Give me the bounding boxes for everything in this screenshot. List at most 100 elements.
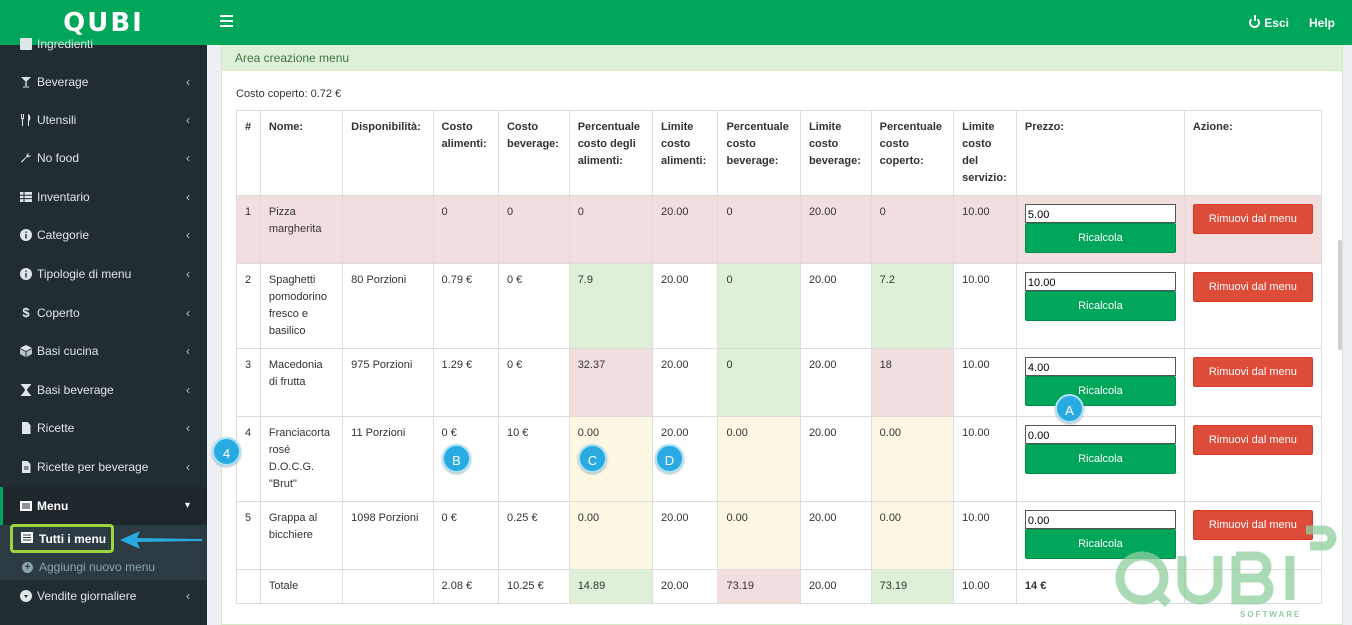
info-icon: [20, 229, 32, 241]
cell-limite-alimenti: 20.00: [652, 501, 719, 570]
sidebar-item-coperto[interactable]: $ Coperto ‹: [0, 294, 207, 332]
remove-from-menu-button[interactable]: Rimuovi dal menu: [1192, 357, 1313, 387]
price-input[interactable]: [1024, 357, 1176, 376]
cell-num: 1: [236, 195, 261, 264]
logout-link[interactable]: Esci: [1239, 15, 1299, 30]
ricalcola-button[interactable]: Ricalcola: [1024, 444, 1176, 474]
cell-nome: Franciacorta rosé D.O.C.G. "Brut": [259, 416, 344, 502]
cell-limite-servizio: 10.00: [953, 416, 1017, 502]
price-input[interactable]: [1024, 204, 1176, 223]
ricalcola-button[interactable]: Ricalcola: [1024, 529, 1176, 559]
sidebar-item-basi-cucina[interactable]: Basi cucina ‹: [0, 332, 207, 370]
cell-perc-beverage: 0.00: [717, 501, 801, 570]
cell-limite-beverage: 20.00: [799, 569, 872, 604]
sidebar-item-label: Beverage: [37, 75, 89, 89]
sidebar-item-basi-beverage[interactable]: Basi beverage ‹: [0, 371, 207, 409]
table-header-row: # Nome: Disponibilità: Costo alimenti: C…: [236, 110, 1323, 196]
table-total-row: Totale 2.08 € 10.25 € 14.89 20.00 73.19 …: [236, 569, 1323, 604]
sidebar-toggle-icon[interactable]: [220, 15, 233, 27]
remove-from-menu-button[interactable]: Rimuovi dal menu: [1192, 204, 1313, 234]
col-header: Percentuale costo beverage:: [717, 110, 801, 196]
remove-from-menu-button[interactable]: Rimuovi dal menu: [1192, 510, 1313, 540]
cell-num: 5: [236, 501, 261, 570]
table-row: 2 Spaghetti pomodorino fresco e basilico…: [236, 263, 1323, 349]
cell-perc-beverage: 73.19: [717, 569, 801, 604]
submenu-item-aggiungi-nuovo-menu[interactable]: + Aggiungi nuovo menu: [0, 556, 207, 578]
cell-limite-servizio: 10.00: [953, 348, 1017, 417]
chevron-left-icon: ‹: [186, 190, 190, 204]
remove-from-menu-button[interactable]: Rimuovi dal menu: [1192, 425, 1313, 455]
cell-perc-alimenti: 7.9: [568, 263, 654, 349]
sidebar-item-label: Basi cucina: [37, 344, 99, 358]
sidebar-item-ricette[interactable]: Ricette ‹: [0, 409, 207, 447]
sidebar-item-ricette-per-beverage[interactable]: Ricette per beverage ‹: [0, 448, 207, 486]
sidebar-item-ingredienti[interactable]: Ingredienti: [0, 25, 207, 63]
file-icon: [20, 461, 32, 473]
cell-perc-alimenti: 0: [568, 195, 654, 264]
sidebar-item-utensili[interactable]: Utensili ‹: [0, 101, 207, 139]
cell-prezzo: Ricalcola: [1015, 501, 1185, 570]
submenu-item-label: Aggiungi nuovo menu: [39, 560, 156, 574]
chevron-left-icon: ‹: [186, 344, 190, 358]
top-nav-links: Esci Help: [1239, 0, 1352, 45]
sidebar-item-label: Inventario: [37, 190, 90, 204]
cell-azione: Rimuovi dal menu: [1183, 416, 1323, 502]
cell-prezzo: Ricalcola: [1015, 416, 1185, 502]
cell-limite-servizio: 10.00: [953, 501, 1017, 570]
price-input[interactable]: [1024, 425, 1176, 444]
wrench-icon: [20, 152, 32, 164]
brand-name: QUBI: [63, 7, 144, 38]
remove-from-menu-button[interactable]: Rimuovi dal menu: [1192, 272, 1313, 302]
col-header: Limite costo del servizio:: [953, 110, 1017, 196]
sidebar-item-inventario[interactable]: Inventario ‹: [0, 178, 207, 216]
cell-nome: Macedonia di frutta: [259, 348, 344, 417]
table-row: 5 Grappa al bicchiere 1098 Porzioni 0 € …: [236, 501, 1323, 570]
chevron-left-icon: ‹: [186, 151, 190, 165]
sidebar-item-menu[interactable]: Menu ▾: [0, 487, 207, 525]
cell-disponibilita: 1098 Porzioni: [342, 501, 434, 570]
sidebar-item-label: Categorie: [37, 228, 90, 242]
cell-azione: [1183, 569, 1323, 604]
logout-label: Esci: [1264, 15, 1289, 30]
cell-num: 3: [236, 348, 261, 417]
callout-arrow-icon: [120, 531, 202, 549]
price-input[interactable]: [1024, 510, 1176, 529]
brand-logo[interactable]: QUBI: [0, 0, 207, 45]
cell-perc-coperto: 0.00: [870, 501, 955, 570]
sidebar-item-label: Ricette: [37, 421, 75, 435]
col-header: Nome:: [259, 110, 344, 196]
col-header: Percentuale costo degli alimenti:: [568, 110, 654, 196]
file-icon: [20, 422, 32, 434]
sidebar-item-no-food[interactable]: No food ‹: [0, 139, 207, 177]
cell-prezzo: Ricalcola: [1015, 263, 1185, 349]
cell-costo-beverage: 0 €: [497, 263, 570, 349]
cell-perc-alimenti: 0.00: [568, 501, 654, 570]
cell-limite-alimenti: 20.00: [652, 569, 719, 604]
ricalcola-button[interactable]: Ricalcola: [1024, 376, 1176, 406]
sidebar-item-tipologie-di-menu[interactable]: Tipologie di menu ‹: [0, 255, 207, 293]
cell-costo-beverage: 10 €: [497, 416, 570, 502]
scrollbar[interactable]: [1338, 240, 1342, 350]
cell-perc-beverage: 0.00: [717, 416, 801, 502]
ricalcola-button[interactable]: Ricalcola: [1024, 291, 1176, 321]
help-link[interactable]: Help: [1299, 16, 1352, 30]
cell-costo-beverage: 0.25 €: [497, 501, 570, 570]
main-content: Area creazione menu Costo coperto: 0.72 …: [207, 45, 1352, 625]
chevron-left-icon: ‹: [186, 383, 190, 397]
ricalcola-button[interactable]: Ricalcola: [1024, 223, 1176, 253]
col-header: Costo alimenti:: [432, 110, 499, 196]
top-navbar: QUBI Esci Help: [0, 0, 1352, 45]
sidebar-item-categorie[interactable]: Categorie ‹: [0, 216, 207, 254]
chevron-left-icon: ‹: [186, 267, 190, 281]
sidebar-item-beverage[interactable]: Beverage ‹: [0, 63, 207, 101]
arrow-circle-icon: [20, 590, 32, 602]
sidebar-item-vendite-giornaliere[interactable]: Vendite giornaliere ‹: [0, 577, 207, 615]
cell-limite-alimenti: 20.00: [652, 195, 719, 264]
chevron-left-icon: ‹: [186, 75, 190, 89]
list-alt-icon: [21, 531, 33, 546]
submenu-item-tutti-i-menu[interactable]: Tutti i menu: [10, 524, 114, 553]
menu-panel: Area creazione menu Costo coperto: 0.72 …: [221, 45, 1343, 625]
cell-perc-beverage: 0: [717, 263, 801, 349]
price-input[interactable]: [1024, 272, 1176, 291]
sidebar-item-label: Ricette per beverage: [37, 460, 149, 474]
